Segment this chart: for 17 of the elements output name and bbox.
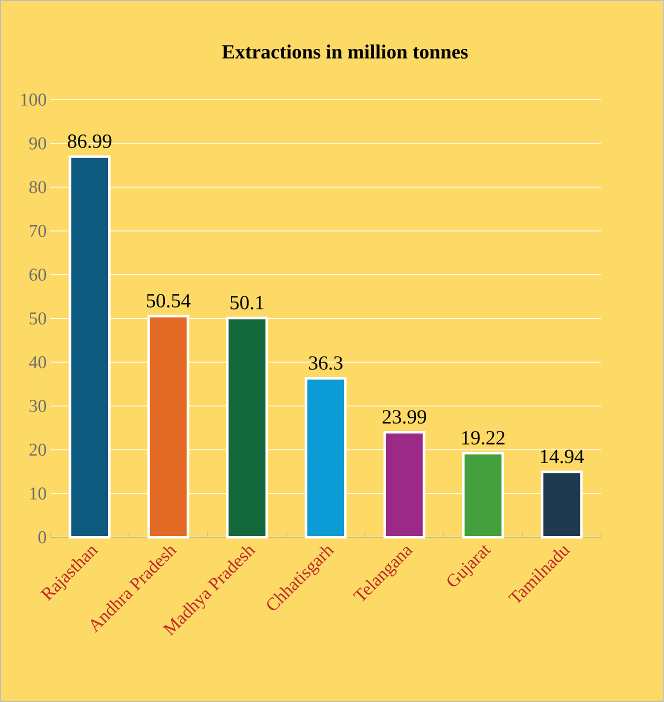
data-label: 19.22 bbox=[462, 431, 504, 445]
y-tick-label: 20 bbox=[30, 444, 46, 456]
y-tick-label: 10 bbox=[30, 487, 46, 500]
y-tick-label: 0 bbox=[38, 531, 46, 544]
y-tick-label: 100 bbox=[21, 94, 46, 106]
y-tick-label: 70 bbox=[30, 224, 46, 238]
data-label: 50.54 bbox=[146, 294, 191, 308]
data-label: 14.94 bbox=[540, 450, 584, 464]
data-label: 23.99 bbox=[382, 410, 426, 424]
y-tick-label: 90 bbox=[29, 137, 46, 150]
y-tick-label: 60 bbox=[30, 268, 46, 281]
y-tick-label: 80 bbox=[29, 181, 46, 194]
y-tick-label: 30 bbox=[30, 400, 46, 412]
y-tick-label: 40 bbox=[29, 356, 46, 368]
chart-title: Extractions in million tonnes bbox=[222, 44, 468, 59]
data-label: 50.1 bbox=[230, 296, 264, 310]
y-tick-label: 50 bbox=[30, 312, 46, 325]
